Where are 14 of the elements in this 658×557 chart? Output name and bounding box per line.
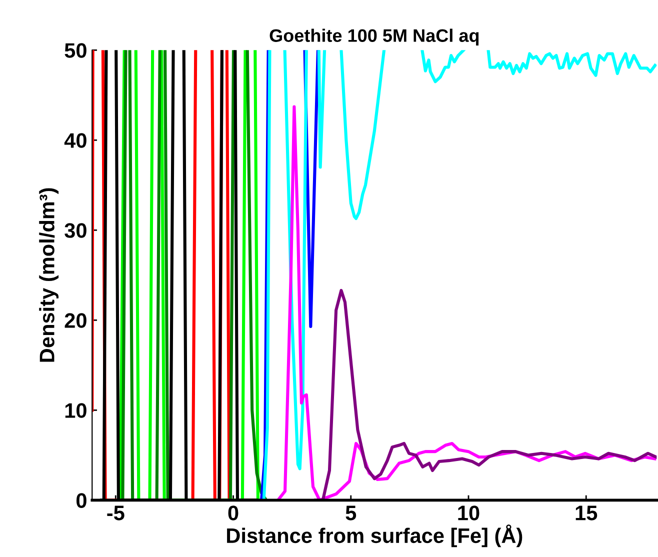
y-tick-label: 50 (64, 43, 86, 58)
x-axis-title: Distance from surface [Fe] (Å) (227, 524, 522, 548)
y-tick-label: 10 (65, 403, 86, 418)
x-tick-label: -5 (107, 506, 124, 520)
y-tick-label: 0 (76, 493, 86, 508)
y-tick-label: 20 (64, 313, 86, 328)
x-tick-label: 5 (346, 506, 356, 520)
y-tick-label: 30 (64, 223, 86, 238)
x-tick-label: 0 (228, 506, 238, 520)
y-axis-title: Density (mol/dm³) (39, 188, 59, 362)
y-tick-label: 40 (64, 133, 86, 148)
x-tick-label: 15 (576, 506, 598, 520)
chart-title: Goethite 100 5M NaCl aq (270, 28, 479, 46)
x-tick-label: 10 (458, 506, 480, 520)
